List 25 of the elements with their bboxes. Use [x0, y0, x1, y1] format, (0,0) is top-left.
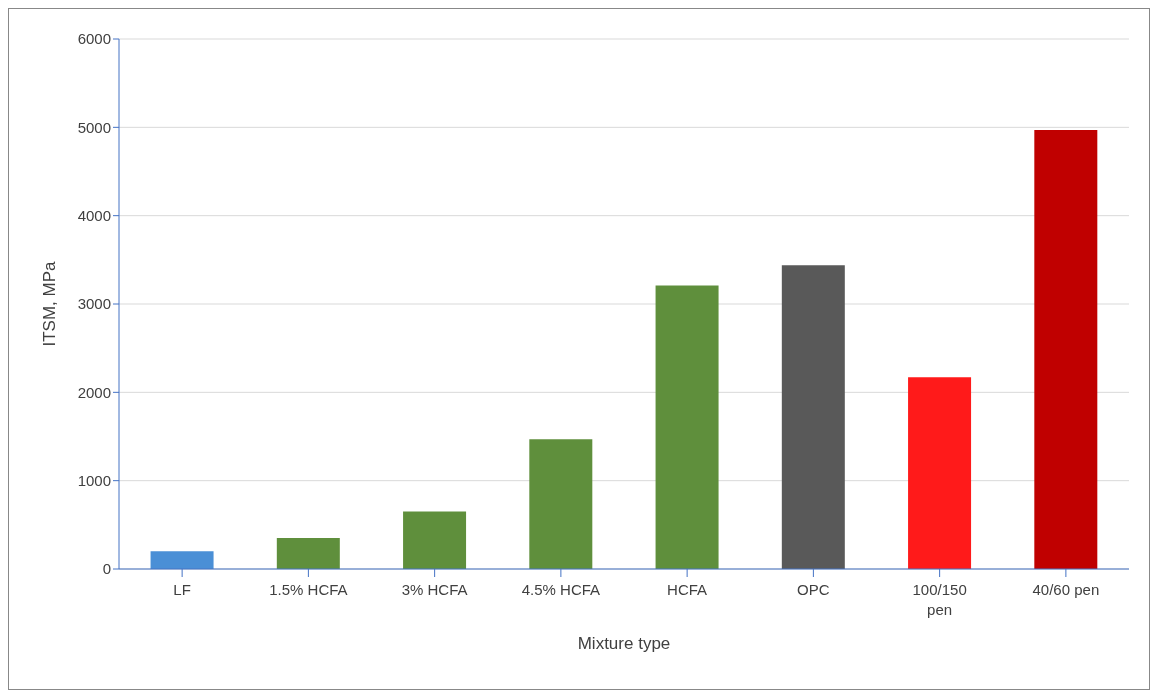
x-tick-label: 40/60 pen — [1032, 581, 1100, 598]
x-axis-title: Mixture type — [577, 634, 671, 653]
x-tick-label: 3% HCFA — [401, 581, 468, 598]
y-tick-label: 1000 — [77, 471, 111, 489]
bar — [276, 538, 340, 569]
bar — [781, 265, 845, 569]
x-tick-label: 4.5% HCFA — [521, 581, 601, 598]
y-tick-label: 2000 — [77, 383, 111, 401]
y-tick-label: 5000 — [77, 118, 111, 136]
x-tick-label: LF — [173, 581, 191, 598]
bar — [655, 285, 719, 569]
bar — [403, 511, 467, 569]
y-tick-label: 0 — [102, 560, 111, 578]
x-tick-label: 100/150 pen — [912, 581, 967, 618]
y-tick-label: 4000 — [77, 206, 111, 224]
bar — [908, 377, 972, 569]
bar — [150, 551, 214, 569]
y-axis-title: ITSM, MPa — [40, 260, 60, 347]
bar — [529, 439, 593, 569]
bar — [1034, 129, 1098, 569]
x-tick-label: 1.5% HCFA — [269, 581, 348, 598]
y-tick-label: 6000 — [77, 30, 111, 48]
y-tick-label: 3000 — [77, 295, 111, 313]
x-tick-label: OPC — [797, 581, 830, 598]
x-tick-label: HCFA — [667, 581, 708, 598]
